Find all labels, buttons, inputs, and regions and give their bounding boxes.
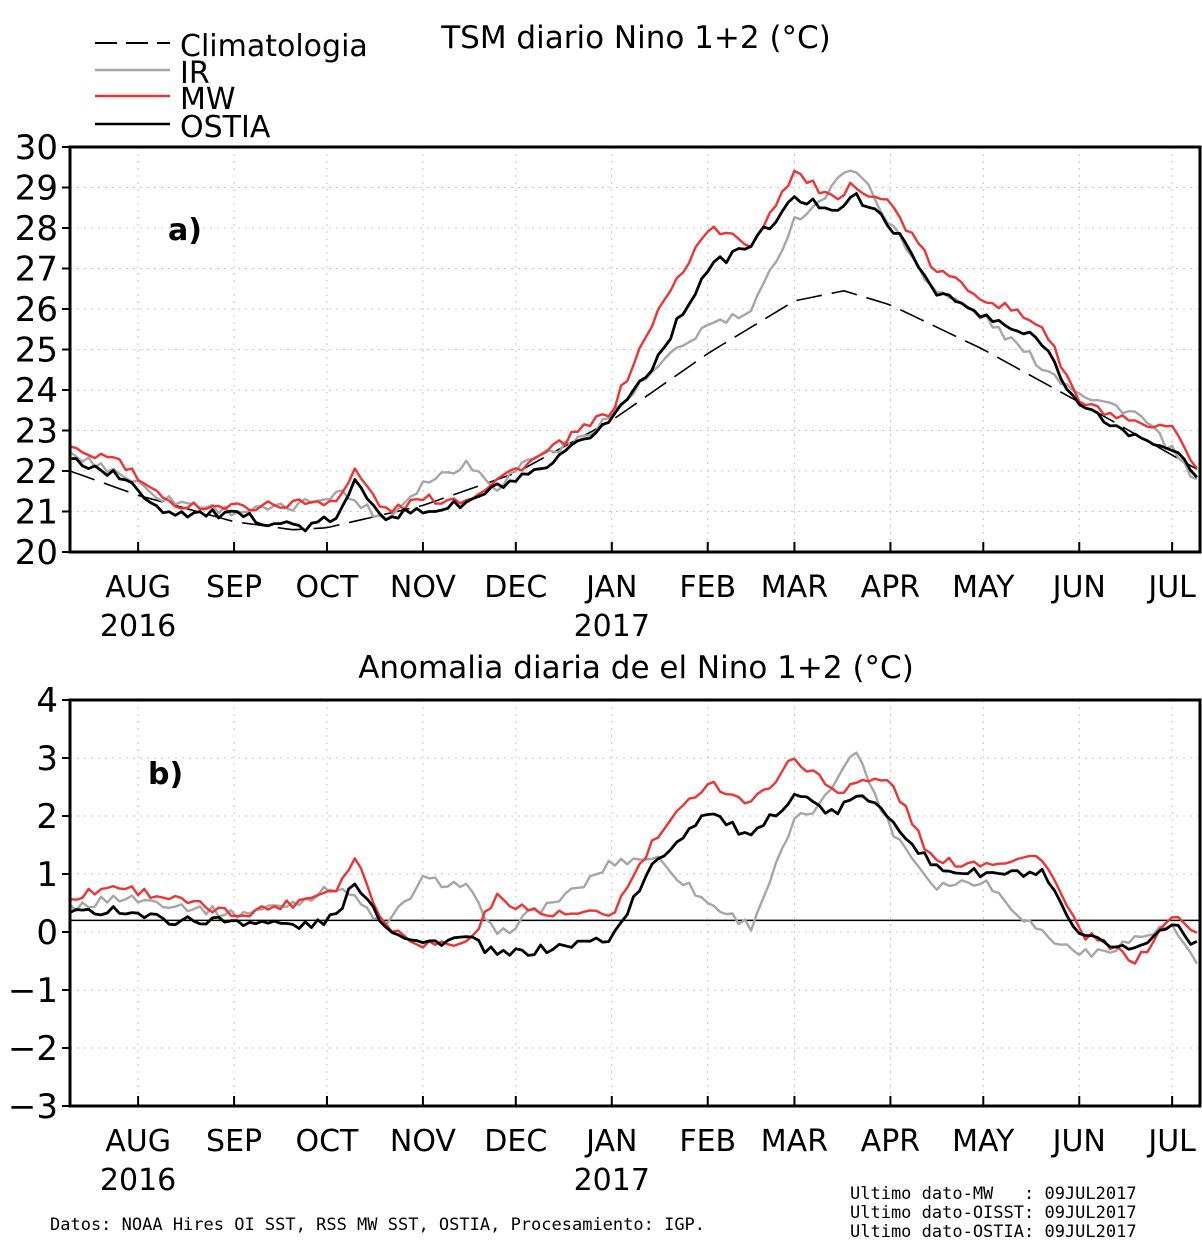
y-tick-label: 28 [15, 209, 58, 249]
panel-b-y-axis: −3 −2 −1 0 1 2 3 4 [8, 681, 70, 1127]
x-tick-year-label: 2017 [574, 609, 650, 644]
y-tick-label: 0 [36, 913, 58, 953]
x-tick-label: JUN [1051, 1124, 1106, 1159]
x-tick-label: JAN [584, 570, 637, 605]
y-tick-label: 4 [36, 681, 58, 721]
x-tick-label: APR [861, 1124, 920, 1159]
x-tick-label: MAR [761, 1124, 828, 1159]
x-tick-year-label: 2016 [100, 609, 176, 644]
x-tick-label: OCT [296, 570, 360, 605]
footer-last-oisst: Ultimo dato-OISST: 09JUL2017 [850, 1203, 1137, 1223]
series-line-ostia [69, 792, 1198, 957]
panel-b-grid [70, 700, 1200, 1106]
x-tick-label: FEB [679, 570, 736, 605]
y-tick-label: 24 [15, 371, 58, 411]
x-tick-label: DEC [484, 1124, 547, 1159]
legend: Climatologia IR MW OSTIA [95, 29, 368, 145]
series-line-mw [69, 757, 1198, 965]
panel-b: −3 −2 −1 0 1 2 3 4 AUG 2016 SEP OCT NOV DEC JAN 2017 FE… [8, 681, 1202, 1198]
y-tick-label: 30 [15, 128, 58, 168]
y-tick-label: 2 [36, 797, 58, 837]
x-tick-label: JUN [1051, 570, 1106, 605]
x-tick-label: JAN [584, 1124, 637, 1159]
x-tick-label: NOV [390, 570, 457, 605]
y-tick-label: 21 [15, 493, 58, 533]
panel-b-label: b) [148, 757, 183, 792]
panel-b-x-axis: AUG 2016 SEP OCT NOV DEC JAN 2017 FEB MAR APR MAY JU… [100, 1096, 1196, 1198]
y-tick-label: −3 [8, 1087, 58, 1127]
footer-last-ostia: Ultimo dato-OSTIA: 09JUL2017 [850, 1222, 1137, 1242]
x-tick-label: AUG [105, 1124, 171, 1159]
x-tick-label: DEC [484, 570, 547, 605]
panel-a-x-axis: AUG 2016 SEP OCT NOV DEC JAN 2017 FEB MAR APR MAY JU… [100, 542, 1196, 644]
y-tick-label: 1 [36, 855, 58, 895]
y-tick-label: 25 [15, 331, 58, 371]
x-tick-label: FEB [679, 1124, 736, 1159]
panel-a-label: a) [168, 213, 202, 248]
x-tick-year-label: 2017 [574, 1163, 650, 1198]
x-tick-label: APR [861, 570, 920, 605]
footer-last-mw: Ultimo dato-MW : 09JUL2017 [850, 1184, 1137, 1204]
series-line-ostia [69, 192, 1198, 533]
series-line-ir [69, 169, 1198, 521]
y-tick-label: 23 [15, 412, 58, 452]
legend-clim-label: Climatologia [180, 29, 368, 64]
panel-a-series [69, 169, 1198, 533]
panel-b-frame [68, 698, 1202, 1108]
x-tick-year-label: 2016 [100, 1163, 176, 1198]
x-tick-label: AUG [105, 570, 171, 605]
legend-ostia-label: OSTIA [180, 110, 271, 145]
y-tick-label: 27 [15, 250, 58, 290]
footer-source: Datos: NOAA Hires OI SST, RSS MW SST, OS… [50, 1215, 706, 1235]
y-tick-label: −2 [8, 1029, 58, 1069]
chart-b-title: Anomalia diaria de el Nino 1+2 (°C) [358, 650, 914, 686]
x-tick-label: NOV [390, 1124, 457, 1159]
y-tick-label: 22 [15, 452, 58, 492]
y-tick-label: 26 [15, 290, 58, 330]
x-tick-label: SEP [206, 1124, 262, 1159]
y-tick-label: 29 [15, 169, 58, 209]
x-tick-label: JUL [1146, 570, 1196, 605]
panel-b-series [69, 751, 1198, 965]
series-line-clim [69, 290, 1198, 531]
x-tick-label: MAY [952, 570, 1015, 605]
y-tick-label: 20 [15, 533, 58, 573]
x-tick-label: OCT [296, 1124, 360, 1159]
legend-mw-label: MW [180, 82, 236, 117]
legend-ir-label: IR [180, 56, 210, 91]
y-tick-label: 3 [36, 739, 58, 779]
x-tick-label: SEP [206, 570, 262, 605]
x-tick-label: MAY [952, 1124, 1015, 1159]
panel-a-grid [70, 147, 1200, 552]
series-line-mw [69, 169, 1198, 514]
x-tick-label: JUL [1146, 1124, 1196, 1159]
x-tick-label: MAR [761, 570, 828, 605]
chart-a-title: TSM diario Nino 1+2 (°C) [440, 20, 831, 56]
y-tick-label: −1 [8, 971, 58, 1011]
